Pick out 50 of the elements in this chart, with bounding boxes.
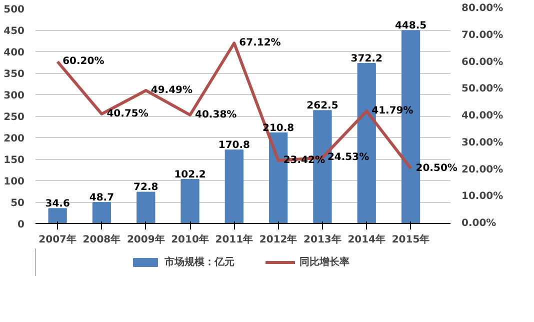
y2-tick-label: 60.00% <box>462 56 504 68</box>
y2-tick-label: 80.00% <box>462 3 504 14</box>
y2-tick-label: 40.00% <box>462 110 504 122</box>
y-tick-label: 150 <box>4 155 25 166</box>
data-label: 48.7 <box>89 192 114 204</box>
y2-tick-label: 30.00% <box>462 137 504 148</box>
x-tick-label: 2007年 <box>38 234 76 246</box>
y-tick-label: 0 <box>18 220 25 230</box>
x-tick-label: 2009年 <box>126 234 165 246</box>
y-tick-label: 400 <box>4 48 25 58</box>
y2-tick-label: 50.00% <box>462 84 504 95</box>
x-tick-label: 2015年 <box>392 234 430 246</box>
data-label: 262.5 <box>306 100 338 112</box>
y-tick-label: 50 <box>10 198 25 209</box>
y-tick-label: 500 <box>4 4 25 16</box>
y-tick-label: 100 <box>4 176 25 188</box>
y2-tick-label: 0.00% <box>462 218 496 229</box>
y2-tick-label: 70.00% <box>462 30 504 41</box>
data-label: 448.5 <box>394 20 427 32</box>
y-tick-label: 300 <box>4 90 25 102</box>
data-label: 102.2 <box>174 170 206 181</box>
y-tick-label: 250 <box>4 112 25 123</box>
data-label: 49.49% <box>150 84 193 96</box>
data-label: 40.75% <box>106 108 148 120</box>
data-label: 72.8 <box>134 182 158 194</box>
bar <box>224 150 244 224</box>
data-label: 40.38% <box>195 109 237 120</box>
data-label: 23.42% <box>283 155 325 166</box>
x-tick-label: 2010年 <box>171 234 209 246</box>
legend-label: 市场规模：亿元 <box>164 255 234 269</box>
x-tick-label: 2008年 <box>82 234 121 246</box>
legend-label: 同比增长率 <box>300 255 350 269</box>
y-tick-label: 450 <box>4 26 25 37</box>
data-label: 60.20% <box>62 56 104 68</box>
bar <box>48 208 67 224</box>
bar <box>136 192 156 224</box>
data-label: 170.8 <box>218 140 250 152</box>
y2-tick-label: 10.00% <box>462 191 504 202</box>
x-tick-label: 2012年 <box>259 234 298 246</box>
y-tick-label: 350 <box>4 69 25 80</box>
x-tick-label: 2013年 <box>304 234 342 246</box>
data-label: 34.6 <box>45 198 70 210</box>
x-tick-label: 2014年 <box>348 234 386 246</box>
data-label: 67.12% <box>239 38 281 49</box>
bar <box>180 179 200 224</box>
data-label: 372.2 <box>350 53 382 64</box>
y-tick-label: 200 <box>4 134 25 144</box>
bar <box>92 202 112 224</box>
x-tick-label: 2011年 <box>215 234 254 246</box>
y2-tick-label: 20.00% <box>462 164 504 176</box>
